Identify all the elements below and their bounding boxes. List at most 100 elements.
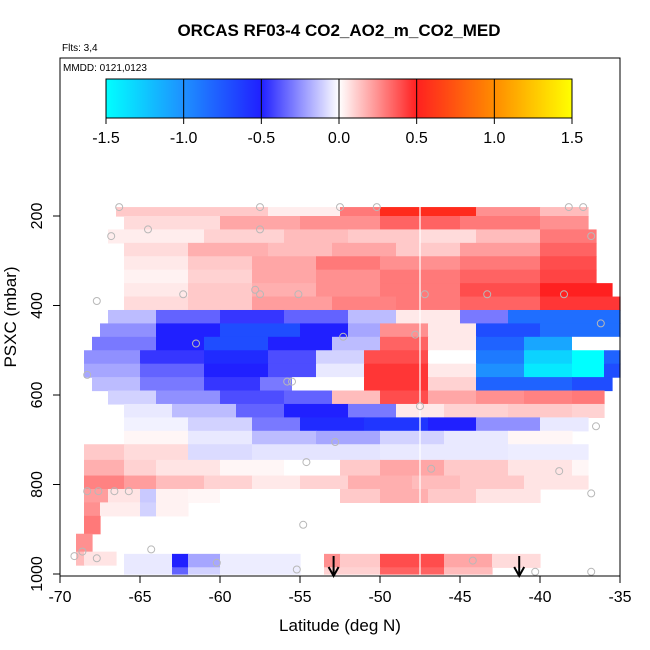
heatmap-cell xyxy=(340,553,381,568)
observation-point xyxy=(587,232,596,241)
heatmap-cell xyxy=(84,363,141,378)
heatmap-cell xyxy=(156,502,189,517)
heatmap-cell xyxy=(380,567,445,575)
heatmap-cell xyxy=(172,403,237,418)
heatmap-cell xyxy=(460,283,541,298)
heatmap-cell xyxy=(508,309,621,324)
observation-point xyxy=(70,552,79,561)
heatmap-cell xyxy=(420,229,477,244)
observation-point xyxy=(564,203,573,212)
observation-point xyxy=(83,370,92,379)
heatmap-cell xyxy=(380,430,445,445)
observation-point xyxy=(212,558,221,567)
heatmap-cell xyxy=(540,323,621,338)
heatmap-cell xyxy=(316,269,381,284)
observation-point xyxy=(420,290,429,299)
heatmap-cell xyxy=(476,417,541,432)
heatmap-cell xyxy=(124,269,189,284)
heatmap-cell xyxy=(380,323,429,338)
heatmap-cell xyxy=(444,567,493,575)
heatmap-cell xyxy=(172,567,189,575)
observation-point xyxy=(560,290,568,299)
observation-point xyxy=(147,545,156,554)
heatmap-cell xyxy=(380,488,429,503)
heatmap-cell xyxy=(524,475,589,490)
heatmap-cell xyxy=(156,323,221,338)
heatmap-cell xyxy=(140,377,205,392)
heatmap-cell xyxy=(444,430,509,445)
observation-point xyxy=(92,554,101,563)
heatmap-cell xyxy=(204,475,253,490)
heatmap-cell xyxy=(380,390,429,405)
heatmap-cell xyxy=(252,283,317,298)
chart-title: ORCAS RF03-4 CO2_AO2_m_CO2_MED xyxy=(177,21,500,40)
heatmap-cell xyxy=(124,444,189,461)
observation-point xyxy=(107,232,116,241)
heatmap-cell xyxy=(364,350,429,365)
heatmap-cell xyxy=(444,444,509,461)
heatmap-cell xyxy=(492,553,541,568)
heatmap-cell xyxy=(124,216,221,231)
heatmap-cell xyxy=(340,459,381,477)
heatmap-cell xyxy=(428,336,477,351)
heatmap-cell xyxy=(300,475,349,490)
heatmap-cell xyxy=(572,363,605,378)
heatmap-cell xyxy=(284,459,341,477)
heatmap-cell xyxy=(284,309,349,324)
heatmap-cell xyxy=(460,216,541,231)
heatmap-cell xyxy=(380,207,477,217)
heatmap-cell xyxy=(84,459,125,477)
y-axis-label: PSXC (mbar) xyxy=(1,266,20,367)
observation-point xyxy=(416,402,424,411)
colorbar-tick-label: 0.0 xyxy=(328,130,350,147)
y-tick-label: 200 xyxy=(29,203,46,230)
heatmap-cell xyxy=(324,567,381,575)
observation-point xyxy=(302,458,311,467)
heatmap-cell xyxy=(476,350,525,365)
heatmap-cell xyxy=(348,309,397,324)
heatmap-cell xyxy=(604,363,621,378)
heatmap-cell xyxy=(460,296,541,311)
heatmap-cell xyxy=(252,417,301,432)
heatmap-cell xyxy=(428,377,477,392)
x-tick-label: -60 xyxy=(208,589,231,606)
heatmap-cell xyxy=(476,229,541,244)
heatmap-cell xyxy=(508,444,589,461)
heatmap-cell xyxy=(540,229,597,244)
heatmap-cell xyxy=(348,475,413,490)
colorbar-tick-label: -0.5 xyxy=(248,130,276,147)
observation-point xyxy=(256,225,264,234)
heatmap-cell xyxy=(220,553,301,568)
observation-point xyxy=(587,489,596,498)
heatmap-cell xyxy=(108,390,157,405)
x-axis: -70 -65 -60 -55 -50 -45 -40 -35 xyxy=(48,576,632,606)
heatmap-cell xyxy=(476,207,541,217)
heatmap-cell xyxy=(220,459,285,477)
heatmap-cell xyxy=(428,350,477,365)
heatmap-cell xyxy=(540,269,597,284)
heatmap-cell xyxy=(188,567,221,575)
observation-point xyxy=(179,290,188,299)
observation-point xyxy=(294,290,303,299)
heatmap-cell xyxy=(252,475,301,490)
heatmap-cell xyxy=(124,417,189,432)
heatmap-cell xyxy=(540,256,597,271)
heatmap-cell xyxy=(380,553,445,568)
heatmap-cell xyxy=(460,475,525,490)
heatmap-cell xyxy=(476,377,525,392)
heatmap-cell xyxy=(84,515,101,535)
heatmap-cell xyxy=(524,377,573,392)
heatmap-cell xyxy=(84,488,109,503)
colorbar-dividers xyxy=(183,79,495,118)
heatmap-cell xyxy=(428,323,477,338)
heatmap-cell xyxy=(292,377,365,392)
observation-point xyxy=(124,487,133,496)
heatmap-cell xyxy=(572,459,589,477)
observation-point xyxy=(555,467,564,476)
observation-point xyxy=(192,339,200,348)
heatmap-cell xyxy=(108,229,205,244)
plot-frame xyxy=(59,57,621,577)
observation-point xyxy=(256,203,264,212)
heatmap-cell xyxy=(252,430,317,445)
heatmap-cell xyxy=(380,444,445,461)
